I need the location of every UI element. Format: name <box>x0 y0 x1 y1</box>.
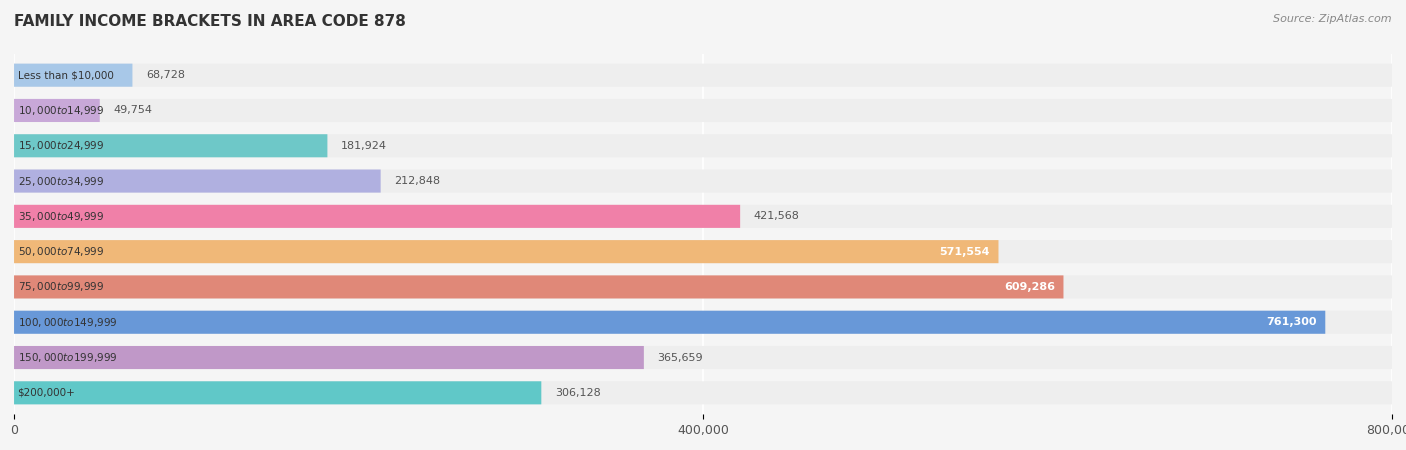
Text: $10,000 to $14,999: $10,000 to $14,999 <box>17 104 104 117</box>
Text: 212,848: 212,848 <box>395 176 440 186</box>
FancyBboxPatch shape <box>14 240 1392 263</box>
FancyBboxPatch shape <box>14 134 1392 158</box>
FancyBboxPatch shape <box>14 205 1392 228</box>
Text: 609,286: 609,286 <box>1004 282 1054 292</box>
Text: 571,554: 571,554 <box>939 247 990 256</box>
FancyBboxPatch shape <box>14 170 381 193</box>
Text: 365,659: 365,659 <box>658 352 703 363</box>
FancyBboxPatch shape <box>14 275 1392 298</box>
FancyBboxPatch shape <box>14 310 1392 334</box>
Text: 68,728: 68,728 <box>146 70 186 80</box>
Text: FAMILY INCOME BRACKETS IN AREA CODE 878: FAMILY INCOME BRACKETS IN AREA CODE 878 <box>14 14 406 28</box>
Text: 761,300: 761,300 <box>1267 317 1316 327</box>
FancyBboxPatch shape <box>14 170 1392 193</box>
FancyBboxPatch shape <box>14 346 1392 369</box>
Text: $75,000 to $99,999: $75,000 to $99,999 <box>17 280 104 293</box>
Text: $35,000 to $49,999: $35,000 to $49,999 <box>17 210 104 223</box>
FancyBboxPatch shape <box>14 134 328 158</box>
FancyBboxPatch shape <box>14 381 541 405</box>
Text: $200,000+: $200,000+ <box>17 388 76 398</box>
FancyBboxPatch shape <box>14 63 1392 87</box>
Text: $50,000 to $74,999: $50,000 to $74,999 <box>17 245 104 258</box>
FancyBboxPatch shape <box>14 99 100 122</box>
FancyBboxPatch shape <box>14 240 998 263</box>
Text: $15,000 to $24,999: $15,000 to $24,999 <box>17 139 104 152</box>
FancyBboxPatch shape <box>14 275 1063 298</box>
Text: $150,000 to $199,999: $150,000 to $199,999 <box>17 351 117 364</box>
Text: $100,000 to $149,999: $100,000 to $149,999 <box>17 316 117 329</box>
Text: Source: ZipAtlas.com: Source: ZipAtlas.com <box>1274 14 1392 23</box>
FancyBboxPatch shape <box>14 346 644 369</box>
Text: Less than $10,000: Less than $10,000 <box>17 70 114 80</box>
FancyBboxPatch shape <box>14 310 1326 334</box>
FancyBboxPatch shape <box>14 205 740 228</box>
FancyBboxPatch shape <box>14 99 1392 122</box>
Text: 49,754: 49,754 <box>114 105 152 116</box>
FancyBboxPatch shape <box>14 381 1392 405</box>
FancyBboxPatch shape <box>14 63 132 87</box>
Text: $25,000 to $34,999: $25,000 to $34,999 <box>17 175 104 188</box>
Text: 306,128: 306,128 <box>555 388 600 398</box>
Text: 181,924: 181,924 <box>342 141 387 151</box>
Text: 421,568: 421,568 <box>754 212 800 221</box>
